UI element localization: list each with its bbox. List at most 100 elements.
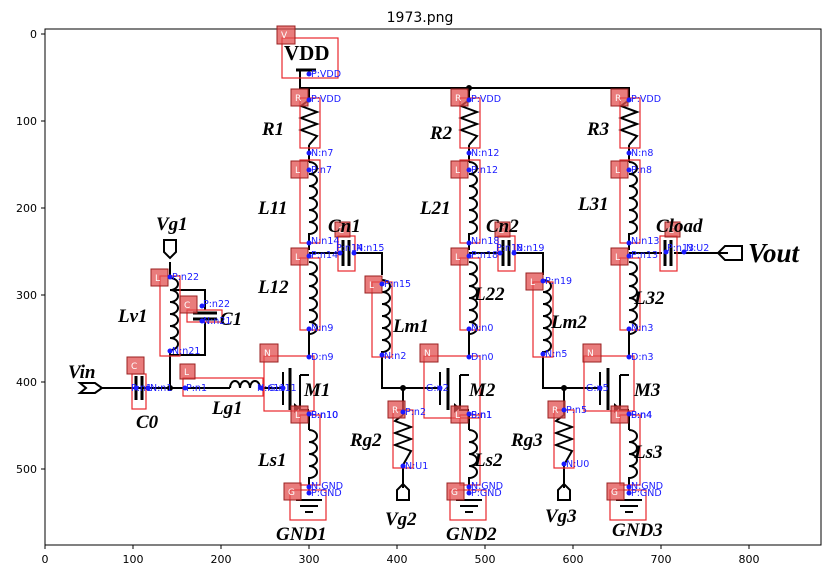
pin-label: N:n1 [150, 383, 172, 394]
pin-label: N:n3 [631, 323, 653, 334]
inductor-ls1 [308, 429, 318, 482]
capacitor-cn1 [341, 240, 351, 266]
badge-l: L [179, 363, 196, 380]
label-vg2: Vg2 [385, 509, 417, 530]
pin-label: P:n22 [172, 272, 199, 283]
pin-label: P:n2 [405, 407, 426, 418]
pin-label: N:n11 [257, 383, 285, 394]
svg-text:C: C [131, 362, 137, 372]
badge-g: G [606, 482, 625, 501]
x-tick-label: 200 [211, 553, 232, 566]
svg-text:L: L [615, 253, 620, 263]
pin-label: P:n1 [471, 410, 492, 421]
label-lg1: Lg1 [211, 398, 243, 419]
label-l31: L31 [577, 194, 609, 215]
badge-l: L [450, 405, 469, 424]
pin-label: D:n3 [631, 352, 654, 363]
label-rg2: Rg2 [349, 430, 382, 451]
pin-label: G:n11 [268, 383, 297, 394]
badge-l: L [450, 247, 469, 266]
port-vg2 [396, 482, 410, 501]
svg-text:G: G [611, 488, 618, 498]
label-cn1: Cn1 [328, 216, 361, 237]
label-gnd1: GND1 [276, 524, 327, 545]
svg-text:G: G [451, 488, 458, 498]
svg-text:V: V [281, 31, 288, 41]
y-tick-label: 400 [16, 376, 37, 389]
pin-label: G:n5 [586, 383, 609, 394]
label-lv1: Lv1 [117, 306, 148, 327]
label-ls2: Ls2 [473, 450, 503, 471]
label-l11: L11 [257, 198, 288, 219]
label-l32: L32 [633, 288, 665, 309]
badge-l: L [290, 160, 309, 179]
port-vg3 [557, 482, 571, 501]
badge-c: C [664, 221, 681, 238]
pin-label: P:GND [471, 488, 502, 499]
label-l12: L12 [257, 277, 289, 298]
label-l22: L22 [473, 284, 505, 305]
badge-l: L [450, 160, 469, 179]
pin-label: P:n7 [311, 165, 332, 176]
resistor-r1 [298, 99, 320, 146]
pin-label: S:n10 [311, 410, 338, 421]
pin-label: N:U0 [566, 459, 589, 470]
badge-l: L [610, 247, 629, 266]
inductor-lm2 [542, 279, 552, 355]
inductor-l32 [628, 261, 638, 336]
badge-r: R [387, 400, 406, 419]
pin-label: P:n14 [311, 250, 338, 261]
svg-text:C: C [498, 226, 504, 236]
badge-n: N [419, 343, 439, 363]
inductor-l11 [308, 161, 318, 240]
y-tick-label: 100 [16, 115, 37, 128]
badge-l: L [610, 405, 629, 424]
pin-label: P:VDD [631, 94, 661, 105]
x-tick-label: 300 [299, 553, 320, 566]
label-r3: R3 [586, 119, 609, 140]
pin-label: P:VDD [311, 69, 341, 80]
pin-label: P:n4 [631, 410, 652, 421]
svg-text:L: L [530, 278, 535, 288]
label-lm1: Lm1 [392, 316, 429, 337]
x-tick-label: 100 [123, 553, 144, 566]
label-m3: M3 [633, 380, 660, 401]
y-axis: 0 100 200 300 400 500 [16, 28, 45, 476]
inductor-ls3 [628, 429, 638, 482]
svg-text:C: C [338, 226, 344, 236]
svg-text:G: G [288, 488, 295, 498]
pin-label: N:GND [631, 481, 663, 492]
label-m1: M1 [303, 380, 330, 401]
pin-label: N:n7 [311, 148, 333, 159]
label-ls1: Ls1 [257, 450, 287, 471]
svg-text:R: R [552, 406, 558, 416]
badge-n: N [259, 343, 279, 363]
badge-r: R [290, 88, 309, 107]
pin-label: N:n21 [172, 346, 200, 357]
svg-text:L: L [295, 166, 300, 176]
inductor-ls2 [468, 429, 478, 482]
svg-text:L: L [295, 411, 300, 421]
badge-l: L [150, 268, 169, 287]
svg-text:R: R [615, 94, 621, 104]
resistor-r2 [458, 99, 480, 146]
x-tick-label: 0 [42, 553, 49, 566]
badge-c: C [179, 295, 198, 314]
pin-label: D:n0 [471, 352, 494, 363]
svg-text:L: L [155, 274, 160, 284]
inductor-lg1 [229, 380, 263, 389]
pin-label: P:VDD [311, 94, 341, 105]
label-vg3: Vg3 [545, 506, 577, 527]
label-vg1: Vg1 [156, 214, 188, 235]
pin-label: S:n4 [631, 410, 652, 421]
svg-text:C: C [668, 226, 674, 236]
label-cload: Cload [656, 216, 703, 237]
svg-text:C: C [184, 301, 190, 311]
badge-c: C [494, 221, 511, 238]
label-cn2: Cn2 [486, 216, 519, 237]
resistor-r3 [618, 99, 640, 146]
label-r1: R1 [261, 119, 284, 140]
component-labels: VDD R1 R2 R3 L11 L21 L31 L12 L22 L32 Cn1… [68, 41, 801, 545]
label-gnd2: GND2 [446, 524, 497, 545]
